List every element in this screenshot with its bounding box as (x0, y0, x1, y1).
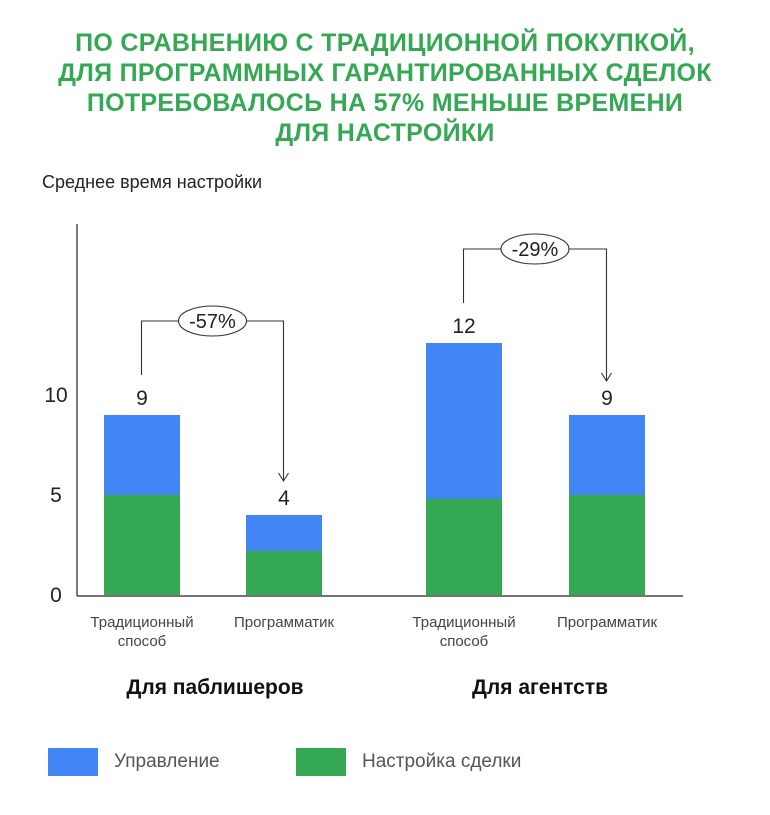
bar-segment-management (246, 515, 322, 551)
title-line: ДЛЯ НАСТРОЙКИ (275, 119, 495, 147)
bar-segment-deal-setup (246, 551, 322, 595)
change-bubble (500, 233, 570, 265)
bar-total-label: 9 (136, 387, 148, 410)
x-tick-label: Программатик (234, 614, 335, 631)
bar-total-label: 4 (278, 487, 290, 510)
bar-segment-management (104, 415, 180, 495)
title-line: ДЛЯ ПРОГРАММНЫХ ГАРАНТИРОВАННЫХ СДЕЛОК (58, 59, 712, 87)
legend-label: Настройка сделки (362, 751, 522, 772)
group-label-publishers: Для паблишеров (126, 676, 304, 699)
title-line: ПО СРАВНЕНИЮ С ТРАДИЦИОННОЙ ПОКУПКОЙ, (75, 29, 695, 57)
bar-segment-management (569, 415, 645, 495)
y-tick-label: 10 (44, 384, 67, 407)
group-label-agencies: Для агентств (471, 676, 609, 699)
y-tick-label: 0 (50, 584, 62, 607)
legend-swatch-blue (48, 748, 98, 776)
legend-item-deal-setup: Настройка сделки (296, 748, 521, 776)
bar-segment-deal-setup (569, 495, 645, 595)
connector-arrowhead (601, 372, 612, 383)
x-tick-label: способ (440, 633, 489, 650)
title-line: ПОТРЕБОВАЛОСЬ НА 57% МЕНЬШЕ ВРЕМЕНИ (86, 89, 684, 117)
x-tick-label: Традиционный (90, 614, 193, 631)
bar-segment-deal-setup (426, 499, 502, 595)
change-label: -29% (512, 239, 559, 261)
connector-arrowhead (278, 472, 289, 483)
chart-title: ПО СРАВНЕНИЮ С ТРАДИЦИОННОЙ ПОКУПКОЙ, ДЛ… (0, 28, 770, 148)
bar-total-label: 9 (601, 387, 613, 410)
bar-segment-management (426, 343, 502, 499)
x-tick-label: Программатик (557, 614, 658, 631)
y-axis-label: Среднее время настройки (42, 172, 262, 192)
legend-swatch-green (296, 748, 346, 776)
change-bubble (177, 305, 248, 337)
y-tick-label: 5 (50, 484, 62, 507)
x-tick-label: способ (118, 633, 167, 650)
bar-total-label: 12 (452, 315, 475, 338)
legend-label: Управление (114, 751, 220, 772)
bar-segment-deal-setup (104, 495, 180, 595)
legend-item-management: Управление (48, 748, 220, 776)
x-tick-label: Традиционный (412, 614, 515, 631)
change-label: -57% (189, 311, 236, 333)
